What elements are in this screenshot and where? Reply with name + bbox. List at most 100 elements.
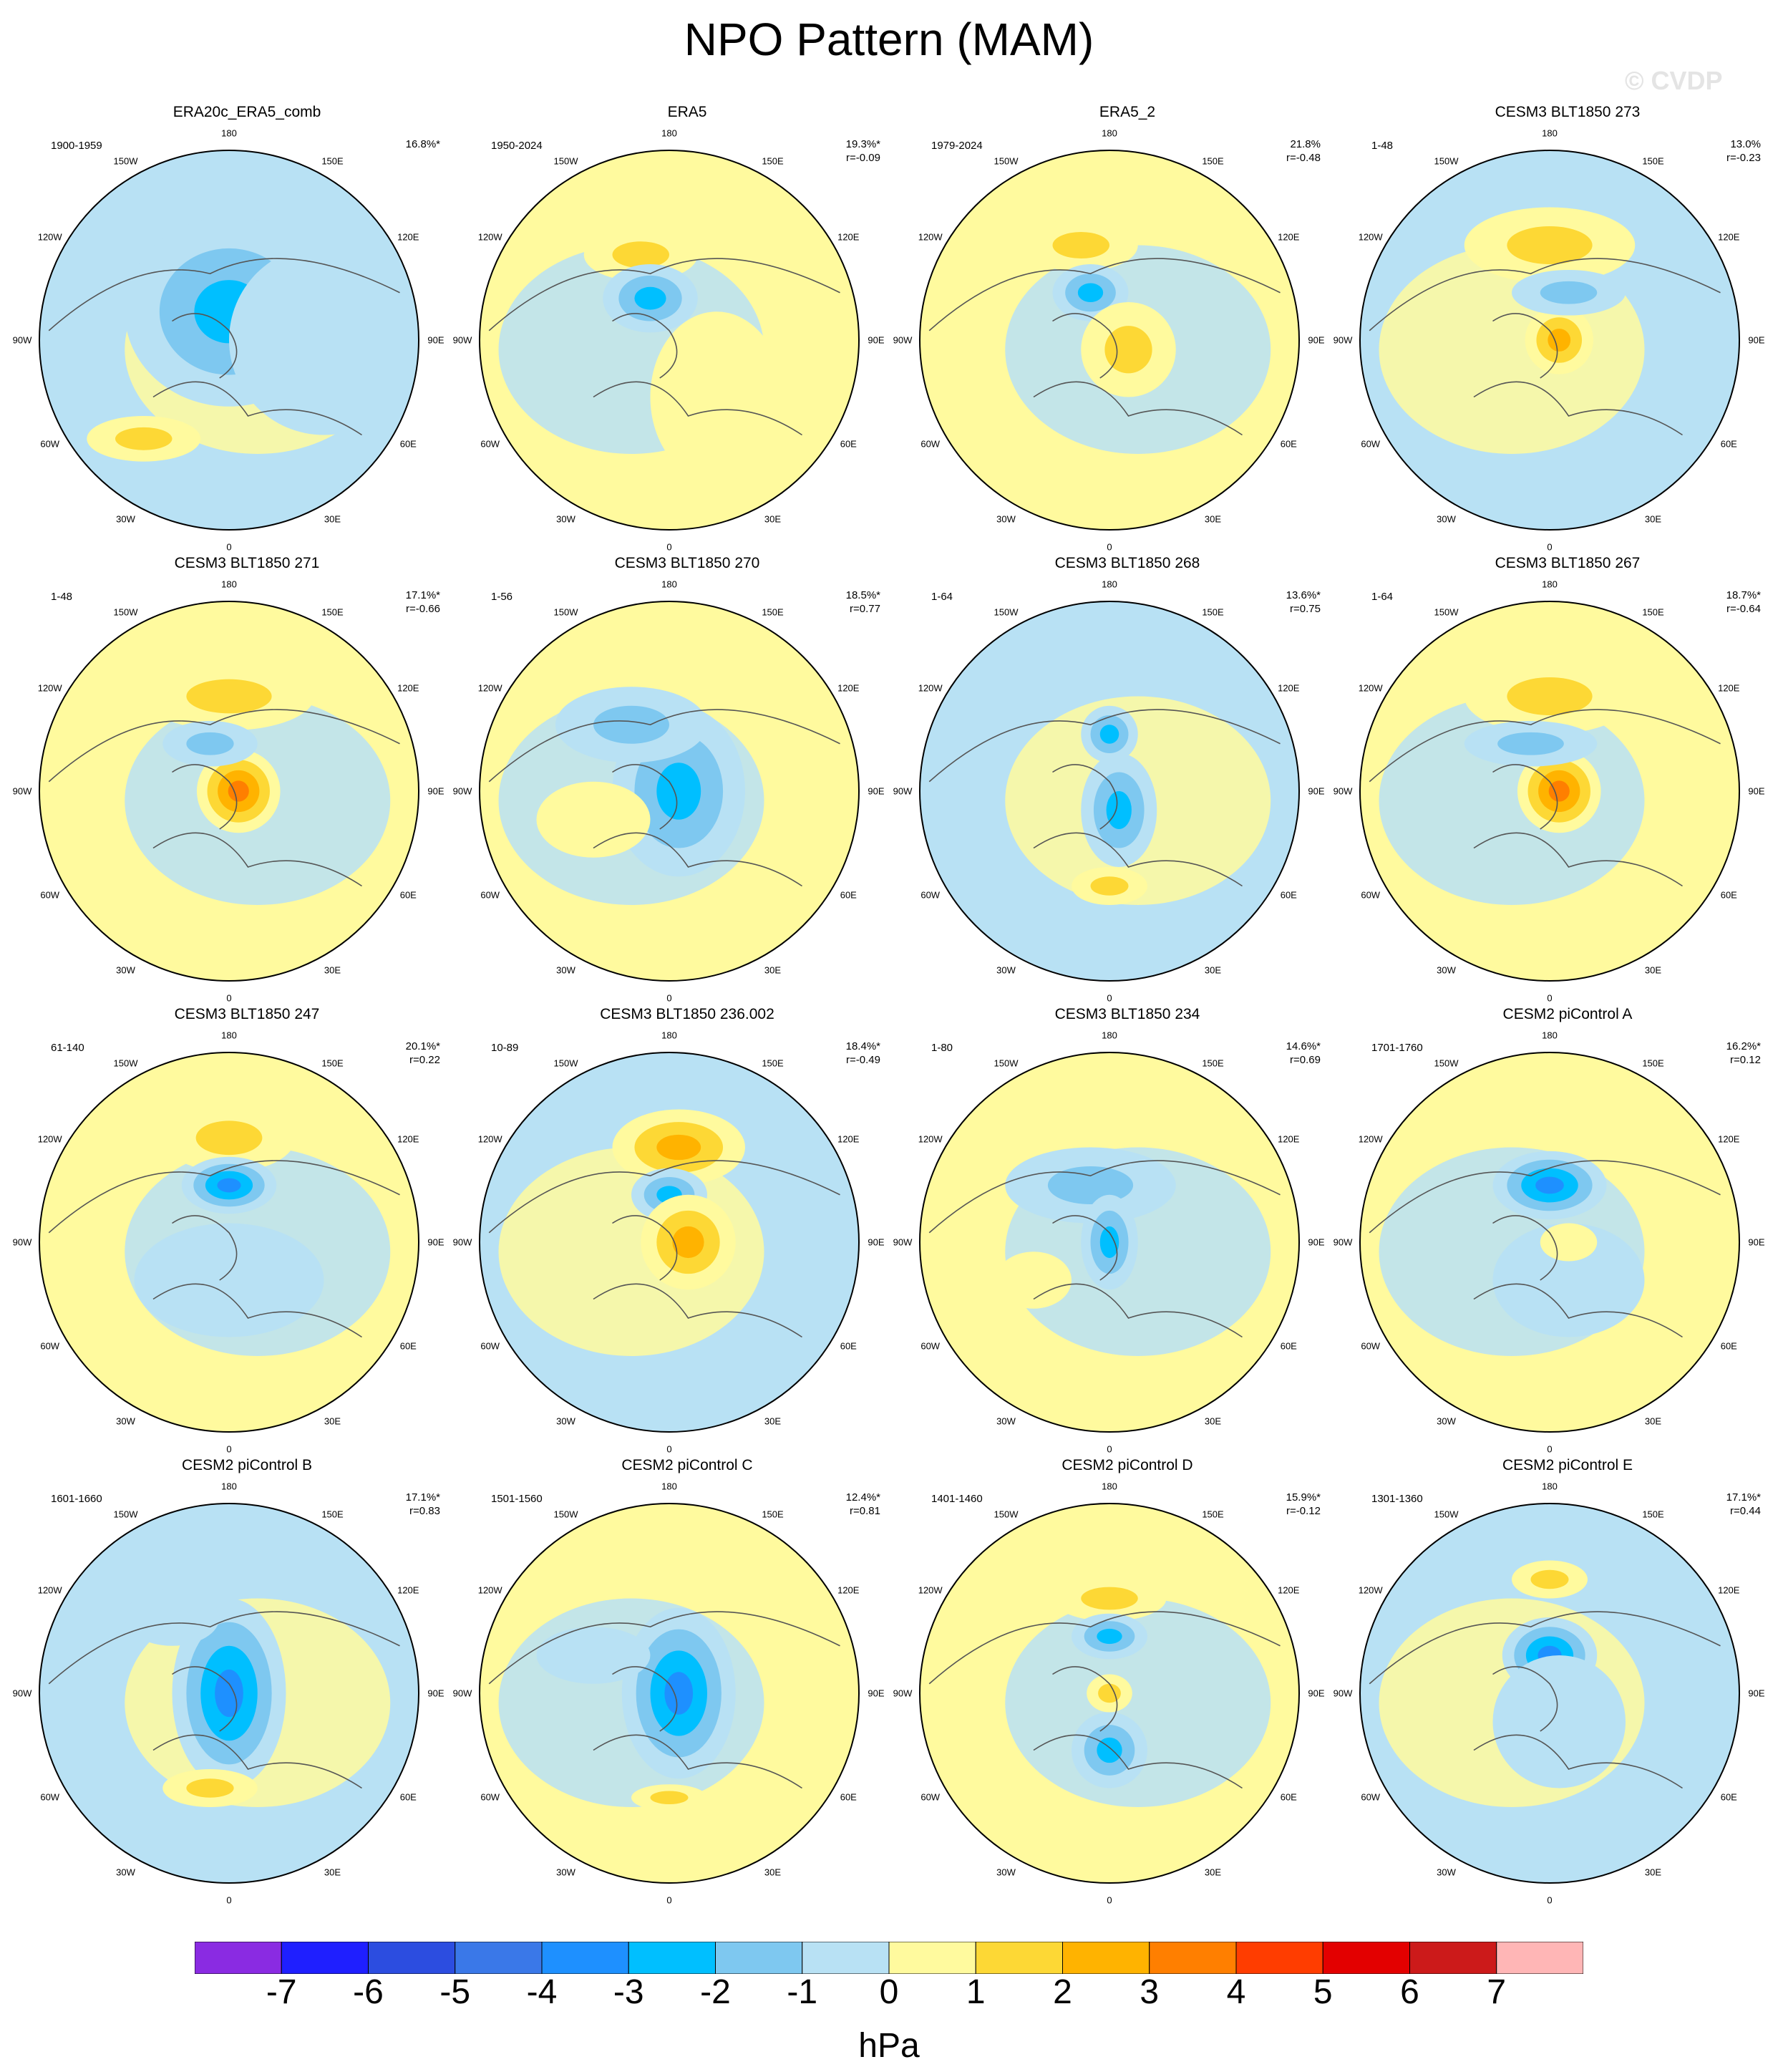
longitude-label: 150E <box>1642 1509 1664 1520</box>
longitude-label: 150W <box>553 1509 578 1520</box>
polar-map <box>479 150 860 531</box>
longitude-label: 30E <box>1644 964 1662 976</box>
longitude-label: 30W <box>996 1415 1016 1427</box>
longitude-label: 0 <box>1107 1443 1112 1455</box>
panel-period: 61-140 <box>51 1042 84 1054</box>
longitude-label: 60E <box>1720 1791 1737 1802</box>
panel-title: CESM3 BLT1850 271 <box>174 555 320 571</box>
colorbar-tick-label: -2 <box>700 1973 731 2011</box>
colorbar-tick-label: 7 <box>1487 1973 1507 2011</box>
longitude-label: 30W <box>1437 513 1456 525</box>
panel-period: 1-64 <box>1371 591 1394 603</box>
anomaly-contour <box>228 780 249 802</box>
coastline <box>1369 1611 1721 1789</box>
coastline <box>488 1611 840 1789</box>
coastline <box>48 258 400 436</box>
longitude-label: 60E <box>1720 889 1737 900</box>
colorbar-segment <box>1062 1942 1150 1974</box>
colorbar-segment <box>195 1942 282 1974</box>
anomaly-contour <box>1047 1166 1134 1204</box>
watermark: © CVDP <box>1625 66 1723 95</box>
longitude-label: 60W <box>40 1791 60 1802</box>
longitude-label: 0 <box>1547 992 1553 1004</box>
panel-title: CESM3 BLT1850 270 <box>614 555 760 571</box>
longitude-label: 120W <box>37 1584 62 1595</box>
panel-title: CESM3 BLT1850 273 <box>1495 104 1641 120</box>
panel-pattern-correlation: r=0.75 <box>1290 603 1321 615</box>
longitude-label: 180 <box>661 1481 677 1492</box>
anomaly-contour <box>1099 725 1119 744</box>
longitude-label: 120W <box>37 1133 62 1144</box>
anomaly-contour <box>1535 1176 1564 1194</box>
polar-map <box>1359 1052 1740 1433</box>
longitude-label: 60W <box>1361 1791 1381 1802</box>
panel-title: CESM3 BLT1850 247 <box>174 1006 320 1022</box>
anomaly-contour <box>215 1669 243 1718</box>
longitude-label: 150W <box>994 1057 1019 1069</box>
longitude-label: 0 <box>1107 541 1112 553</box>
anomaly-contour <box>115 427 173 450</box>
anomaly-contour <box>134 1223 324 1337</box>
map-panel: CESM2 piControl A 1701-1760 16.2%* r=0.12 18… <box>1334 1006 1778 1457</box>
map-boundary <box>1359 150 1740 531</box>
longitude-label: 30W <box>1437 1867 1456 1878</box>
longitude-label: 60W <box>40 889 60 900</box>
map-panel: CESM3 BLT1850 268 1-64 13.6%* r=0.75 180 150E… <box>893 555 1349 1006</box>
colorbar-segment <box>541 1942 629 1974</box>
panel-title: CESM2 piControl D <box>1062 1457 1193 1473</box>
polar-map <box>39 601 419 982</box>
longitude-label: 120W <box>1358 1584 1383 1595</box>
longitude-label: 150E <box>762 155 784 167</box>
panel-variance-pct: 17.1%* <box>405 589 440 601</box>
colorbar-segment <box>888 1942 976 1974</box>
map-boundary <box>479 1503 860 1884</box>
longitude-label: 150E <box>1202 1509 1224 1520</box>
longitude-label: 90E <box>1308 1236 1325 1248</box>
coastline <box>48 1611 400 1789</box>
longitude-label: 120E <box>1718 231 1740 242</box>
map-panel: CESM3 BLT1850 234 1-80 14.6%* r=0.69 180 150E… <box>893 1006 1349 1457</box>
anomaly-contour <box>1530 1569 1569 1589</box>
longitude-label: 0 <box>226 1443 232 1455</box>
polar-map <box>39 1503 419 1884</box>
longitude-label: 120W <box>477 231 502 242</box>
anomaly-contour <box>186 1778 234 1798</box>
anomaly-region <box>1005 1598 1271 1807</box>
anomaly-contour <box>593 705 669 744</box>
panel-pattern-correlation: r=0.22 <box>409 1054 440 1066</box>
longitude-label: 30W <box>116 513 135 525</box>
coastline <box>928 258 1281 436</box>
colorbar-tick-label: -1 <box>787 1973 818 2011</box>
longitude-label: 120W <box>37 682 62 693</box>
longitude-label: 120E <box>1718 1584 1740 1595</box>
longitude-label: 120W <box>37 231 62 242</box>
map-panel: ERA20c_ERA5_comb 1900-1959 16.8%* 180 150E 12… <box>13 104 469 555</box>
map-boundary <box>1359 601 1740 982</box>
longitude-label: 30E <box>1644 1867 1662 1878</box>
panel-variance-pct: 17.1%* <box>405 1491 440 1504</box>
anomaly-contour <box>656 763 701 820</box>
longitude-label: 60W <box>40 1340 60 1351</box>
longitude-label: 30W <box>1437 1415 1456 1427</box>
anomaly-contour <box>1052 231 1109 259</box>
panel-variance-pct: 17.1%* <box>1726 1491 1761 1504</box>
longitude-label: 150W <box>553 155 578 167</box>
anomaly-contour <box>1106 791 1132 829</box>
anomaly-contour <box>536 1627 651 1684</box>
longitude-label: 150W <box>113 1057 138 1069</box>
longitude-label: 60E <box>1280 1791 1297 1802</box>
coastline <box>1369 258 1721 436</box>
map-boundary <box>39 601 419 982</box>
longitude-label: 90E <box>427 785 444 797</box>
longitude-label: 150W <box>113 1509 138 1520</box>
map-boundary <box>479 1052 860 1433</box>
longitude-label: 120E <box>837 1584 860 1595</box>
longitude-label: 0 <box>1107 992 1112 1004</box>
longitude-label: 30W <box>556 1415 575 1427</box>
anomaly-contour <box>1104 326 1152 374</box>
panel-pattern-correlation: r=0.81 <box>850 1505 880 1517</box>
longitude-label: 150W <box>994 155 1019 167</box>
longitude-label: 120E <box>397 1584 419 1595</box>
colorbar-segment <box>975 1942 1063 1974</box>
longitude-label: 30W <box>1437 964 1456 976</box>
